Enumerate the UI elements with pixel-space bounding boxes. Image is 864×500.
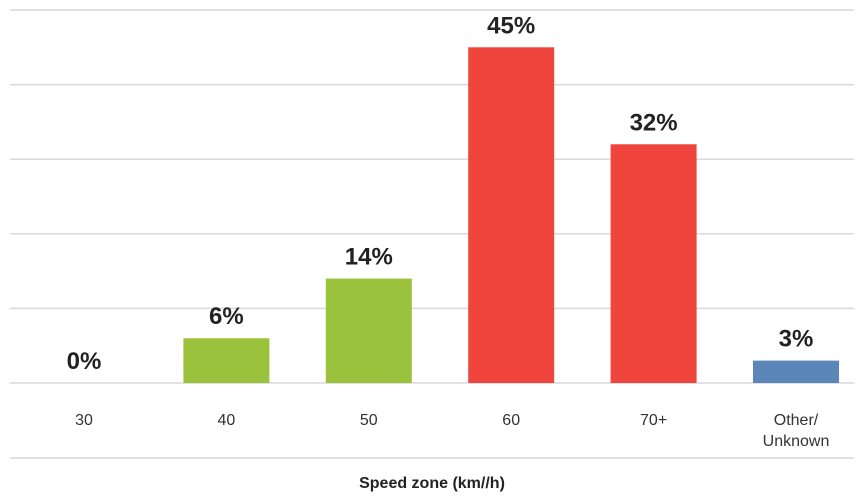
bars <box>183 47 839 384</box>
data-label: 3% <box>779 326 814 353</box>
bar <box>468 47 555 384</box>
data-label: 6% <box>209 303 244 330</box>
bar <box>325 278 412 383</box>
data-label: 0% <box>67 348 102 375</box>
x-tick-label: 50 <box>360 412 378 429</box>
bar <box>753 360 839 383</box>
x-tick-labels: 30 40 50 60 70+ Other/Unknown <box>75 412 829 450</box>
x-tick-label: Other/ <box>774 412 819 429</box>
data-labels: 0% 6% 14% 45% 32% 3% <box>67 12 814 375</box>
x-axis-title: Speed zone (km//h) <box>359 475 505 492</box>
data-label: 32% <box>630 109 678 136</box>
x-tick-label: 30 <box>75 412 93 429</box>
bar <box>610 144 697 383</box>
x-tick-label: 40 <box>218 412 236 429</box>
gridlines <box>10 9 854 384</box>
x-tick-label: Unknown <box>763 433 830 450</box>
x-tick-label: 60 <box>502 412 520 429</box>
x-tick-label: 70+ <box>640 412 667 429</box>
data-label: 14% <box>345 244 393 271</box>
data-label: 45% <box>487 12 535 39</box>
bar <box>183 338 270 383</box>
